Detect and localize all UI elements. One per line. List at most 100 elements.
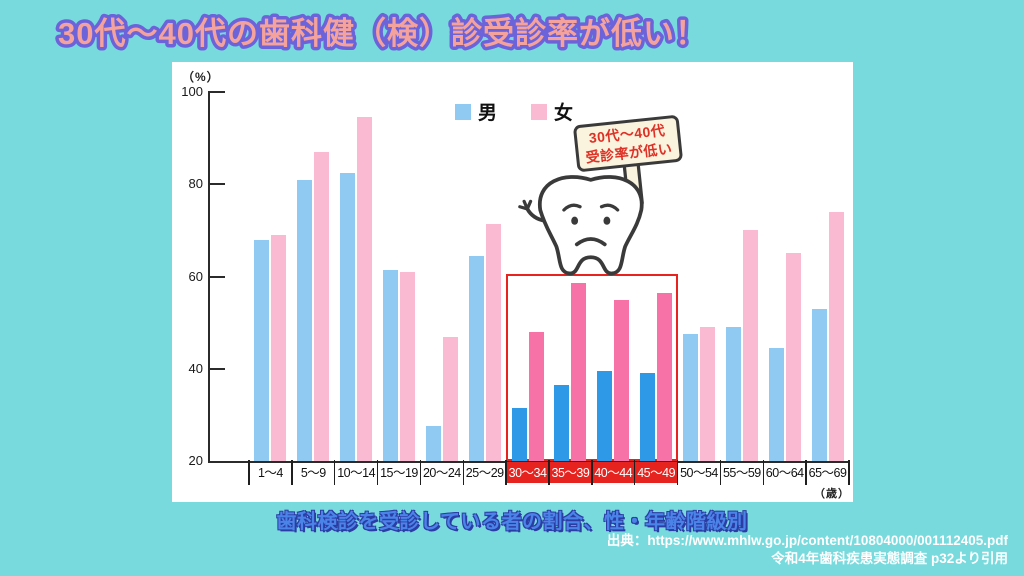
tooth-body [538, 175, 644, 276]
source-line1: 出典：https://www.mhlw.go.jp/content/108040… [606, 533, 1008, 548]
bar-male [682, 334, 698, 461]
x-axis-label: 20～24 [422, 466, 461, 480]
bar-group [378, 92, 421, 461]
male-swatch-icon [455, 103, 471, 120]
x-axis-label: 65～69 [808, 466, 847, 480]
y-tick-label: 80 [188, 176, 203, 192]
bar-group [335, 92, 378, 461]
bar-male [511, 408, 527, 461]
x-tick-mark [676, 460, 679, 485]
x-tick-mark [633, 460, 636, 485]
x-tick-mark [591, 460, 593, 485]
bar-group [292, 92, 335, 461]
page-title: 30代～40代の歯科健（検）診受診率が低い！ [55, 13, 710, 55]
bar-group [549, 92, 592, 461]
tooth-character [518, 160, 644, 276]
bar-male [382, 269, 398, 461]
page-title-text: 30代～40代の歯科健（検）診受診率が低い！ [58, 16, 707, 51]
x-tick-mark [805, 460, 807, 485]
bar-female [571, 283, 587, 461]
chart-panel: （%） 100 80 60 40 20 男 女 30代～40代 受診率が [172, 62, 853, 502]
bar-male [297, 179, 313, 461]
legend: 男 女 [455, 98, 573, 125]
x-tick-mark [548, 460, 550, 485]
source-line2: 令和4年歯科疾患実態調査 p32より引用 [771, 551, 1008, 567]
y-tick-label: 100 [181, 84, 203, 99]
bar-group [420, 92, 463, 461]
legend-item-female: 女 [531, 98, 573, 125]
bar-male [425, 426, 441, 461]
bar-female [357, 117, 373, 461]
tooth-right-eye [603, 216, 611, 225]
bar-female [399, 271, 415, 461]
x-axis-label: 45～49 [637, 466, 676, 480]
x-axis-label: 25～29 [465, 466, 504, 480]
bar-male [340, 172, 356, 461]
x-tick-mark [248, 460, 250, 485]
tooth-left-hand [518, 199, 533, 211]
tooth-left-eye [571, 216, 579, 225]
x-tick-mark [419, 460, 422, 485]
x-tick-mark [505, 460, 507, 485]
x-axis-label: 15～19 [380, 466, 418, 480]
bar-female [785, 253, 801, 461]
x-tick-mark [719, 460, 722, 485]
y-tick-mark [210, 275, 225, 278]
bar-female [828, 211, 844, 461]
tooth-right-eyebrow [599, 203, 620, 212]
x-axis-label: 10～14 [337, 466, 376, 480]
y-tick-label: 60 [188, 268, 203, 284]
female-swatch-icon [531, 103, 548, 120]
x-tick-mark [848, 460, 850, 485]
bar-male [254, 239, 270, 461]
x-axis-label: 1～4 [257, 466, 283, 480]
x-axis-label: 5～9 [300, 466, 326, 480]
legend-female-label: 女 [554, 103, 574, 124]
y-tick-label: 40 [188, 360, 203, 376]
bar-male [725, 327, 741, 461]
bar-female [614, 299, 630, 461]
bar-female [314, 152, 330, 461]
y-axis-line [208, 91, 210, 463]
bar-group [763, 92, 806, 461]
bar-group [635, 92, 678, 461]
x-tick-mark [462, 460, 465, 485]
bar-female [271, 235, 287, 461]
bar-group [806, 92, 849, 461]
legend-male-label: 男 [478, 103, 498, 124]
x-axis-label: 35～39 [551, 466, 590, 480]
chart-caption: 歯科検診を受診している者の割合、性・年齢階級別 [276, 511, 748, 533]
bar-female [528, 331, 544, 461]
bar-group [720, 92, 763, 461]
x-axis-label: 50～54 [680, 466, 718, 480]
bar-female [657, 292, 673, 461]
bar-male [811, 308, 827, 461]
bar-female [699, 327, 715, 461]
bar-male [597, 371, 613, 461]
x-tick-mark [762, 460, 765, 485]
bar-male [768, 348, 784, 461]
x-axis-label: 60～64 [765, 466, 804, 480]
y-tick-label: 20 [188, 453, 203, 468]
x-axis-label: 30～34 [508, 466, 547, 480]
tooth-mouth [574, 237, 607, 247]
bar-group [592, 92, 635, 461]
bar-female [742, 230, 758, 461]
bar-male [640, 373, 656, 461]
bar-male [468, 255, 484, 461]
x-tick-mark [333, 460, 336, 485]
legend-item-male: 男 [455, 98, 497, 125]
y-tick-mark [210, 183, 225, 186]
tooth-left-eyebrow [562, 203, 582, 212]
bar-group [249, 92, 292, 461]
bar-group [678, 92, 721, 461]
y-axis-unit-label: （%） [182, 70, 220, 84]
bar-group [506, 92, 549, 461]
x-axis-unit-label: （歳） [814, 488, 850, 500]
bar-female [442, 336, 458, 461]
bar-female [485, 223, 501, 461]
x-tick-mark [376, 460, 379, 485]
x-tick-mark [291, 460, 293, 485]
source-note: 出典：https://www.mhlw.go.jp/content/108040… [607, 532, 1008, 568]
